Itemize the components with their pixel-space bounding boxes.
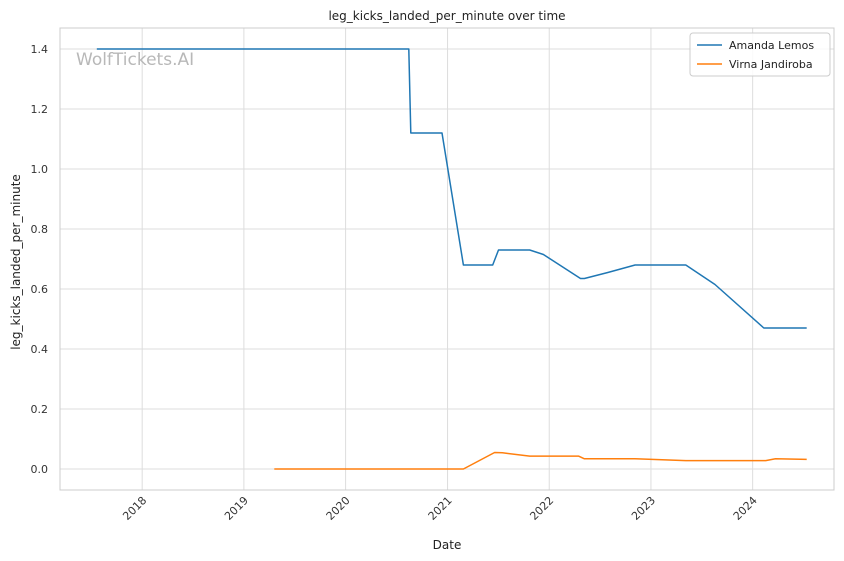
legend-box bbox=[689, 32, 831, 77]
legend-label: Amanda Lemos bbox=[729, 39, 814, 52]
series-lines bbox=[96, 48, 807, 470]
y-tick-label: 0.4 bbox=[31, 343, 49, 356]
grid-lines bbox=[60, 28, 834, 490]
y-tick-label: 0.0 bbox=[31, 463, 49, 476]
y-tick-label: 0.6 bbox=[31, 283, 49, 296]
y-axis-title: leg_kicks_landed_per_minute bbox=[9, 174, 23, 350]
series-line-amanda-lemos bbox=[96, 48, 807, 329]
legend: Amanda Lemos Virna Jandiroba bbox=[689, 32, 831, 77]
series-line-virna-jandiroba bbox=[274, 451, 807, 470]
legend-label: Virna Jandiroba bbox=[729, 58, 813, 71]
y-tick-label: 1.2 bbox=[31, 103, 49, 116]
x-axis-title: Date bbox=[433, 538, 462, 552]
y-tick-label: 0.8 bbox=[31, 223, 49, 236]
chart-title: leg_kicks_landed_per_minute over time bbox=[328, 9, 565, 23]
y-tick-label: 0.2 bbox=[31, 403, 49, 416]
plot-area-border bbox=[59, 27, 835, 491]
y-tick-label: 1.4 bbox=[31, 43, 49, 56]
watermark-text: WolfTickets.AI bbox=[76, 50, 194, 70]
y-tick-label: 1.0 bbox=[31, 163, 49, 176]
